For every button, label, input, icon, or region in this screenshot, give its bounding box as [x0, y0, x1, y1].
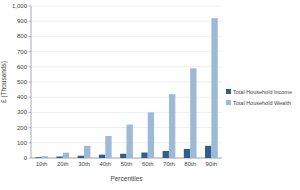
category-label: 50th — [121, 161, 133, 167]
bar — [78, 156, 84, 158]
category-label: 90th — [206, 161, 218, 167]
grid-line — [31, 66, 222, 67]
bar — [148, 112, 154, 158]
bars — [35, 18, 218, 158]
bar — [127, 125, 133, 158]
y-axis-label: £ (Thousands) — [0, 61, 8, 103]
bar — [169, 94, 175, 158]
tick-mark — [29, 97, 32, 98]
bar — [56, 156, 62, 158]
grid-line — [31, 6, 222, 7]
tick-label: 100 — [17, 140, 28, 146]
y-axis — [31, 6, 32, 158]
category-label: 20th — [57, 161, 69, 167]
category-label: 10th — [36, 161, 48, 167]
tick-mark — [29, 112, 32, 113]
bar — [105, 136, 111, 158]
category-label: 80th — [184, 161, 196, 167]
tick-mark — [29, 66, 32, 67]
tick-label: 0 — [24, 155, 28, 161]
bar — [120, 154, 126, 158]
legend-label: Total Household Income — [233, 89, 292, 95]
category-label: 70th — [163, 161, 175, 167]
bar — [205, 146, 211, 158]
tick-label: 600 — [17, 64, 28, 70]
tick-label: 400 — [17, 94, 28, 100]
tick-mark — [29, 127, 32, 128]
category-label: 30th — [78, 161, 90, 167]
legend-label: Total Household Wealth — [233, 100, 291, 106]
tick-label: 1,000 — [12, 3, 28, 9]
tick-label: 800 — [17, 33, 28, 39]
bar — [163, 151, 169, 158]
tick-mark — [29, 21, 32, 22]
bar — [190, 68, 196, 158]
bar — [184, 149, 190, 158]
tick-mark — [29, 158, 32, 159]
category-label: 40th — [99, 161, 111, 167]
bar — [63, 153, 69, 158]
grid-line — [31, 21, 222, 22]
tick-label: 300 — [17, 109, 28, 115]
tick-label: 900 — [17, 18, 28, 24]
tick-mark — [29, 36, 32, 37]
tick-mark — [29, 51, 32, 52]
tick-mark — [29, 142, 32, 143]
bar — [211, 18, 217, 158]
x-axis-label: Percentiles — [110, 175, 143, 182]
bar — [42, 156, 48, 158]
bar — [99, 155, 105, 158]
tick-mark — [29, 6, 32, 7]
category-label: 60th — [142, 161, 154, 167]
grid-line — [31, 36, 222, 37]
legend-swatch — [226, 89, 231, 94]
legend-swatch — [226, 100, 231, 105]
bar — [84, 146, 90, 158]
tick-label: 700 — [17, 49, 28, 55]
grid-line — [31, 51, 222, 52]
bar — [141, 153, 147, 158]
bar — [35, 157, 41, 158]
tick-label: 500 — [17, 79, 28, 85]
tick-mark — [29, 82, 32, 83]
chart: 0 100 200 300 400 500 600 700 800 900 1,000 10th 20t… — [0, 0, 300, 190]
tick-label: 200 — [17, 125, 28, 131]
